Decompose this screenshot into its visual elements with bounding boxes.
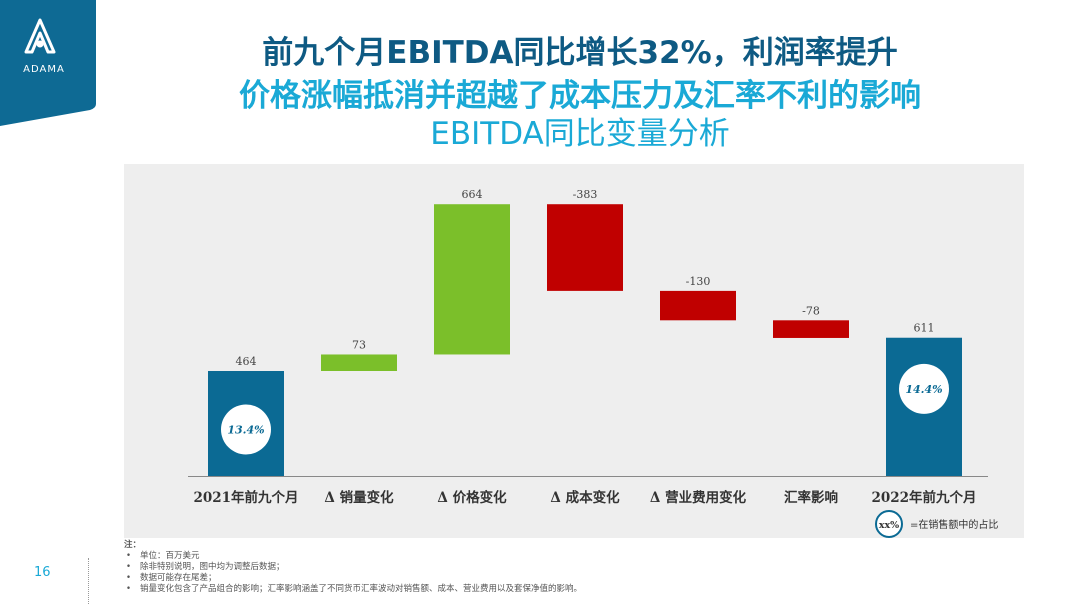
- margin-badge: [221, 404, 271, 455]
- waterfall-bar: [321, 354, 397, 371]
- margin-label: 13.4%: [227, 423, 264, 436]
- legend-badge-icon: [875, 510, 903, 538]
- data-label: 464: [236, 355, 257, 368]
- adama-logo: [0, 0, 96, 126]
- waterfall-bar: [434, 204, 510, 355]
- waterfall-chart: 464 2021年前九个月 13.4% 73 Δ 销量变化 664 Δ 价格变化 -383 Δ …: [188, 188, 998, 538]
- headline: 前九个月EBITDA同比增长32%，利润率提升: [262, 35, 898, 71]
- note-item: 数据可能存在尾差；: [124, 573, 1024, 584]
- note-item: 单位：百万美元: [124, 551, 1024, 562]
- data-label: 73: [352, 338, 366, 351]
- waterfall-bar: [660, 290, 736, 321]
- legend-badge-text: xx%: [879, 520, 899, 531]
- data-label: 611: [914, 322, 935, 335]
- category-label: Δ 成本变化: [550, 489, 620, 506]
- category-label: 2021年前九个月: [193, 489, 298, 506]
- notes-list: 单位：百万美元 除非特别说明，图中均为调整后数据； 数据可能存在尾差； 销量变化…: [124, 551, 1024, 595]
- chart-panel: 464 2021年前九个月 13.4% 73 Δ 销量变化 664 Δ 价格变化 -383 Δ …: [124, 164, 1024, 538]
- margin-label: 14.4%: [905, 383, 942, 396]
- footnotes: 注： 单位：百万美元 除非特别说明，图中均为调整后数据； 数据可能存在尾差； 销…: [124, 540, 1024, 595]
- data-label: -78: [802, 304, 820, 317]
- brand-name: ADAMA: [23, 64, 65, 75]
- category-label: Δ 销量变化: [324, 489, 394, 506]
- waterfall-bar: [773, 320, 849, 338]
- category-label: 2022年前九个月: [871, 489, 976, 506]
- waterfall-bar: [547, 204, 623, 291]
- margin-badge: [899, 363, 949, 414]
- page-number: 16: [34, 565, 51, 580]
- subheadline: 价格涨幅抵消并超越了成本压力及汇率不利的影响: [239, 78, 921, 114]
- category-label: Δ 价格变化: [437, 489, 507, 506]
- note-item: 销量变化包含了产品组合的影响；汇率影响涵盖了不同货币汇率波动对销售额、成本、营业…: [124, 584, 1024, 595]
- data-label: 664: [462, 188, 483, 201]
- chart-title: EBITDA同比变量分析: [430, 116, 730, 152]
- note-item: 除非特别说明，图中均为调整后数据；: [124, 562, 1024, 573]
- notes-heading: 注：: [124, 540, 142, 550]
- data-label: -383: [573, 188, 598, 201]
- page-divider: [88, 558, 89, 604]
- category-label: 汇率影响: [784, 489, 838, 506]
- category-label: Δ 营业费用变化: [650, 489, 747, 506]
- data-label: -130: [686, 275, 711, 288]
- legend-text: =在销售额中的占比: [910, 518, 998, 531]
